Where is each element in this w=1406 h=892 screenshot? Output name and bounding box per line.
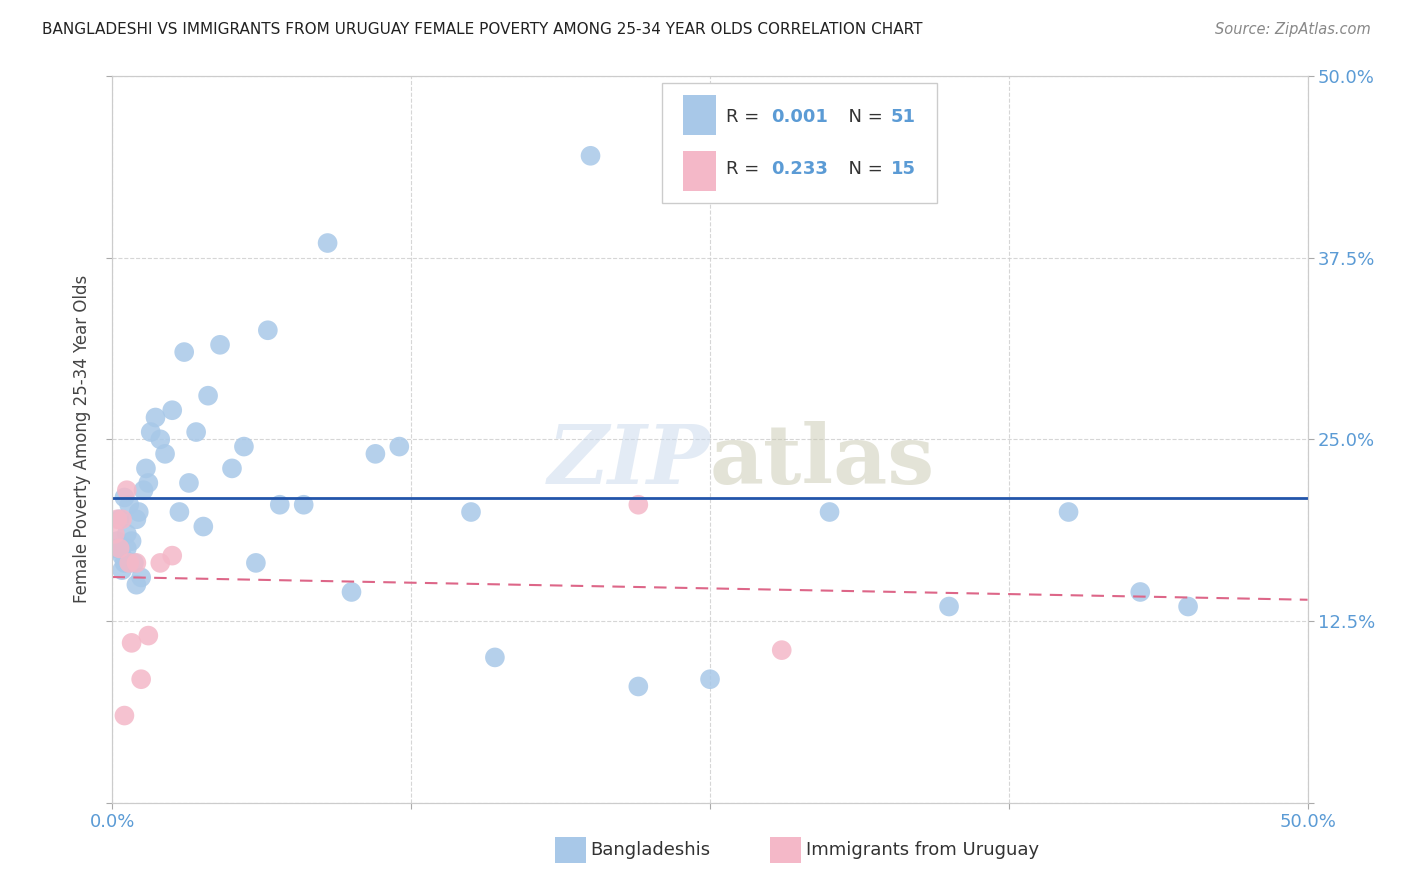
Point [1177, 599, 1199, 614]
Point [153, 447, 176, 461]
Point [114, 708, 135, 723]
Point [114, 491, 135, 505]
Text: 0.233: 0.233 [770, 160, 828, 178]
Point [699, 672, 721, 686]
Point [121, 636, 143, 650]
Point [108, 541, 131, 556]
Point [115, 541, 138, 556]
Point [121, 534, 143, 549]
Point [105, 512, 128, 526]
Text: Source: ZipAtlas.com: Source: ZipAtlas.com [1215, 22, 1371, 37]
Bar [770, 837, 801, 863]
Point [111, 549, 134, 563]
Point [128, 505, 150, 519]
Point [108, 512, 131, 526]
Point [269, 498, 291, 512]
Bar [554, 837, 586, 863]
Point [135, 461, 157, 475]
Point [111, 512, 134, 526]
Text: 0.001: 0.001 [770, 108, 828, 127]
Point [1057, 505, 1080, 519]
Point [579, 149, 602, 163]
Text: N =: N = [837, 108, 889, 127]
Point [627, 498, 650, 512]
Point [118, 556, 141, 570]
Point [149, 432, 172, 446]
Text: ZIP: ZIP [547, 421, 710, 501]
Text: N =: N = [837, 160, 889, 178]
Point [484, 650, 506, 665]
Point [118, 498, 141, 512]
Point [173, 345, 195, 359]
Point [129, 570, 152, 584]
Point [114, 556, 135, 570]
Point [104, 541, 127, 556]
Point [169, 505, 191, 519]
Point [221, 461, 243, 475]
Point [316, 235, 339, 250]
Point [138, 629, 160, 643]
Point [125, 556, 148, 570]
Point [115, 483, 138, 498]
Point [197, 389, 219, 403]
Bar [682, 95, 716, 136]
Point [125, 512, 148, 526]
Point [233, 440, 256, 454]
Point [129, 672, 152, 686]
Point [292, 498, 315, 512]
Point [1129, 585, 1152, 599]
Text: BANGLADESHI VS IMMIGRANTS FROM URUGUAY FEMALE POVERTY AMONG 25-34 YEAR OLDS CORR: BANGLADESHI VS IMMIGRANTS FROM URUGUAY F… [42, 22, 922, 37]
Point [138, 475, 160, 490]
Text: R =: R = [725, 108, 765, 127]
Point [149, 556, 172, 570]
Point [105, 534, 128, 549]
Text: R =: R = [725, 160, 765, 178]
Point [193, 519, 215, 533]
Point [111, 563, 134, 577]
Point [770, 643, 793, 657]
Point [388, 440, 411, 454]
Point [132, 483, 155, 498]
Point [104, 526, 127, 541]
Point [177, 475, 200, 490]
Point [460, 505, 482, 519]
Y-axis label: Female Poverty Among 25-34 Year Olds: Female Poverty Among 25-34 Year Olds [73, 276, 91, 603]
Text: Bangladeshis: Bangladeshis [591, 841, 710, 859]
Text: 51: 51 [890, 108, 915, 127]
FancyBboxPatch shape [662, 83, 938, 203]
Point [364, 447, 387, 461]
Point [209, 338, 232, 352]
Point [257, 323, 280, 337]
Point [125, 578, 148, 592]
Point [627, 680, 650, 694]
Text: Immigrants from Uruguay: Immigrants from Uruguay [806, 841, 1039, 859]
Point [122, 556, 145, 570]
Point [139, 425, 162, 439]
Point [162, 549, 183, 563]
Point [818, 505, 841, 519]
Text: atlas: atlas [710, 421, 935, 501]
Point [245, 556, 267, 570]
Point [162, 403, 183, 417]
Text: 15: 15 [890, 160, 915, 178]
Point [186, 425, 208, 439]
Bar [682, 151, 716, 191]
Point [340, 585, 363, 599]
Point [145, 410, 167, 425]
Point [115, 526, 138, 541]
Point [938, 599, 960, 614]
